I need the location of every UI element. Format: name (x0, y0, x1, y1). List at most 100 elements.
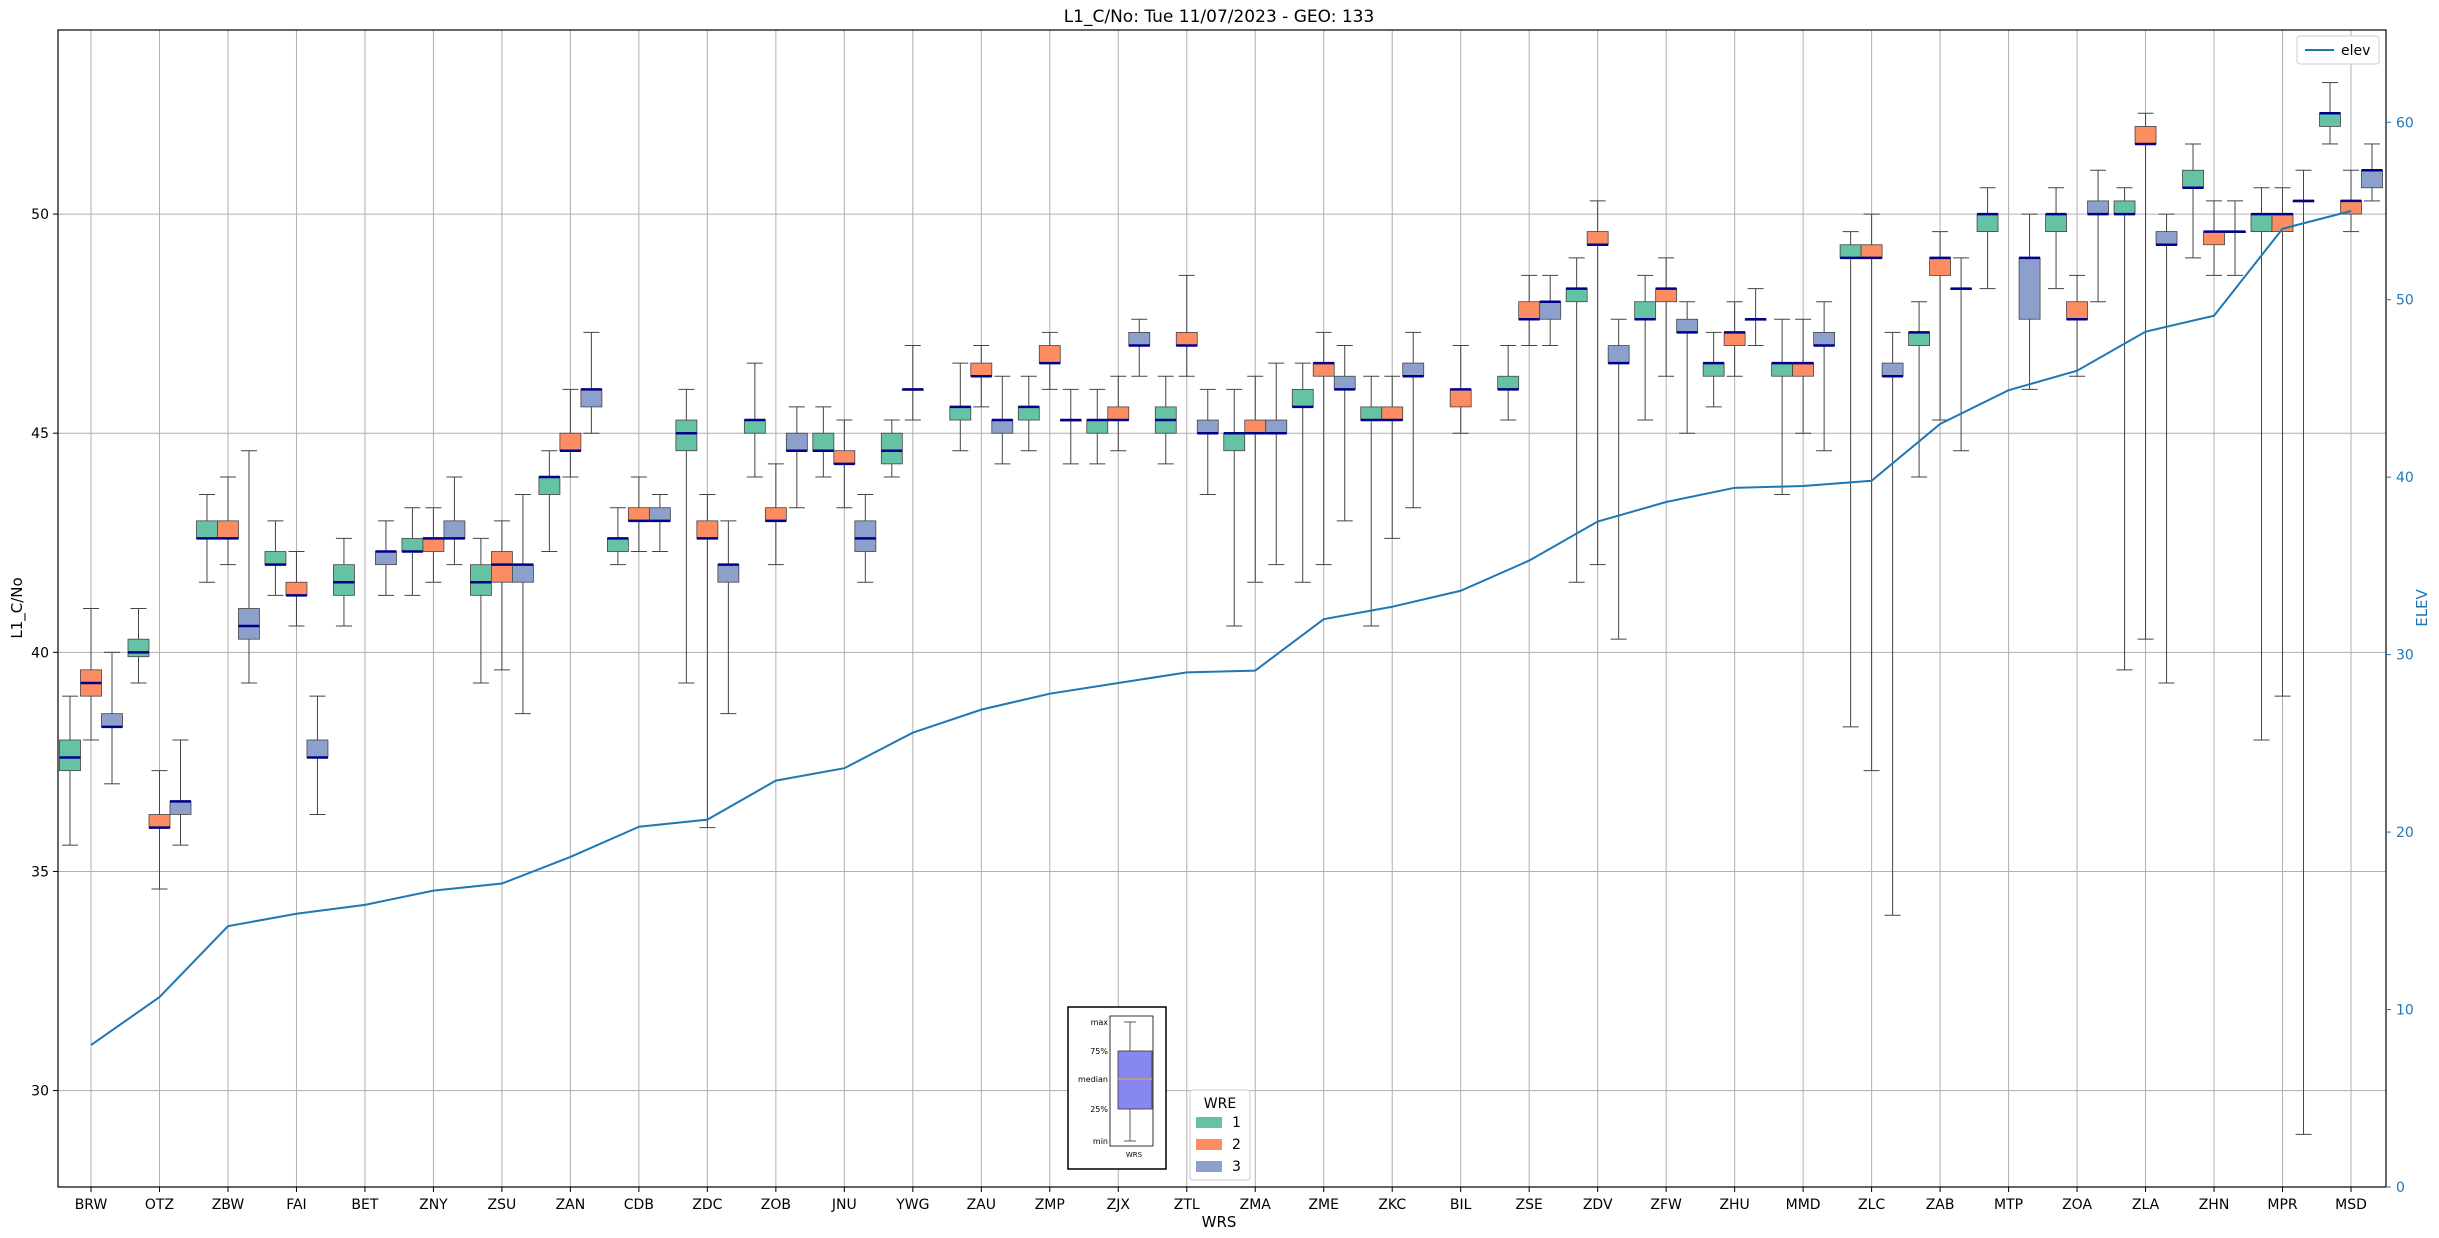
iqr-box (648, 507, 671, 522)
iqr-box (833, 450, 856, 465)
iqr-box (1107, 406, 1130, 421)
iqr-box (2066, 301, 2088, 320)
box-wre2 (2203, 200, 2225, 276)
x-tick-label: BET (351, 1197, 378, 1213)
box-wre2 (2271, 187, 2294, 697)
box-wre3 (1265, 362, 1288, 566)
elev-legend-label: elev (2341, 43, 2370, 59)
inset-key-inner-frame (1109, 1015, 1154, 1147)
iqr-box (148, 814, 171, 829)
x-axis: BRW OTZ ZBW FAI BET ZNY ZSU ZAN CDB ZDC ZOB JNU YWG Z… (75, 1187, 2367, 1213)
box-wre1 (1565, 257, 1588, 583)
iqr-box (2087, 200, 2109, 215)
wre-legend-swatch-1 (1196, 1117, 1222, 1128)
x-tick-label: MMD (1786, 1197, 1821, 1213)
box-wre2 (1723, 301, 1746, 377)
iqr-box (991, 419, 1014, 434)
box-wre3 (169, 739, 192, 846)
iqr-box (1723, 331, 1746, 346)
box-wre1 (401, 507, 424, 596)
iqr-box (1908, 331, 1930, 346)
box-wre1 (1976, 187, 1999, 290)
iqr-box (538, 476, 561, 495)
grid-lines (58, 30, 2386, 1187)
x-tick-label: YWG (895, 1197, 929, 1213)
box-wre2 (1518, 274, 1541, 347)
box-wre3 (1059, 388, 1082, 465)
box-wre1 (2319, 82, 2341, 145)
iqr-box (812, 432, 835, 452)
iqr-box (59, 739, 81, 772)
iqr-box (285, 581, 308, 596)
y-axis-left: 30 35 40 45 50 (31, 207, 58, 1100)
box-wre3 (375, 520, 397, 596)
box-wre1 (1839, 231, 1862, 728)
iqr-box (949, 406, 972, 421)
box-wre1 (333, 537, 355, 627)
x-tick-label: BIL (1450, 1197, 1472, 1213)
box-wre3 (1813, 301, 1836, 452)
x-tick-label: ZSU (488, 1197, 517, 1213)
y-tick-label: 50 (31, 207, 49, 223)
box-wre2 (1449, 345, 1472, 434)
y2-tick-label: 30 (2396, 648, 2414, 664)
box-wre2 (1381, 375, 1404, 539)
box-wre1 (949, 362, 972, 452)
box-wre1 (1702, 331, 1725, 408)
x-tick-label: ZSE (1516, 1197, 1543, 1213)
chart-title: L1_C/No: Tue 11/07/2023 - GEO: 133 (1064, 7, 1375, 27)
box-wre2 (1929, 231, 1951, 421)
iqr-box (2155, 231, 2178, 246)
x-tick-label: ZHN (2199, 1197, 2230, 1213)
box-wre3 (2361, 143, 2383, 202)
iqr-box (2182, 169, 2204, 189)
iqr-box (1223, 432, 1246, 452)
iqr-box (1634, 301, 1657, 320)
wre-legend-label-1: 1 (1232, 1115, 1241, 1131)
iqr-box (2319, 112, 2341, 127)
box-wre2 (148, 770, 171, 890)
iqr-box (2045, 213, 2067, 232)
iqr-box (333, 564, 355, 596)
inset-key: max 75% median 25% min WRS (1067, 1006, 1167, 1170)
iqr-box (1792, 362, 1815, 377)
iqr-box (2250, 213, 2273, 232)
box-wre3 (1402, 331, 1425, 509)
x-tick-label: OTZ (145, 1197, 174, 1213)
iqr-box (880, 432, 903, 465)
iqr-box (1655, 288, 1678, 303)
iqr-box (401, 537, 424, 552)
y-tick-label: 35 (31, 864, 49, 880)
box-wre3 (580, 331, 603, 434)
wre-legend-swatch-2 (1196, 1139, 1222, 1150)
box-wre1 (127, 608, 150, 684)
iqr-box (1381, 406, 1404, 421)
box-wre1 (1634, 274, 1657, 421)
box-wre2 (1038, 331, 1061, 390)
y2-tick-label: 50 (2396, 293, 2414, 309)
box-wre3 (2155, 213, 2178, 684)
box-wre1 (880, 419, 903, 478)
box-wre2 (833, 419, 856, 509)
x-tick-label: ZHU (1719, 1197, 1749, 1213)
iqr-box (580, 388, 603, 408)
box-wre1 (1497, 345, 1520, 421)
iqr-box (1607, 345, 1630, 364)
x-tick-label: ZBW (212, 1197, 245, 1213)
iqr-box (2113, 200, 2136, 215)
y-tick-label: 45 (31, 426, 49, 442)
iqr-box (196, 520, 218, 539)
inset-key-label-median: median (1078, 1075, 1108, 1084)
iqr-box (1813, 331, 1836, 346)
iqr-box (2203, 231, 2225, 246)
inset-key-label-max: max (1091, 1018, 1109, 1027)
box-wre1 (538, 450, 561, 553)
iqr-box (1402, 362, 1425, 377)
x-tick-label: ZLC (1858, 1197, 1885, 1213)
box-wre1 (1017, 375, 1040, 452)
box-wre2 (627, 476, 650, 553)
box-wre2 (1792, 318, 1815, 434)
x-tick-label: ZME (1308, 1197, 1339, 1213)
iqr-box (1702, 362, 1725, 377)
box-wre1 (2250, 187, 2273, 741)
